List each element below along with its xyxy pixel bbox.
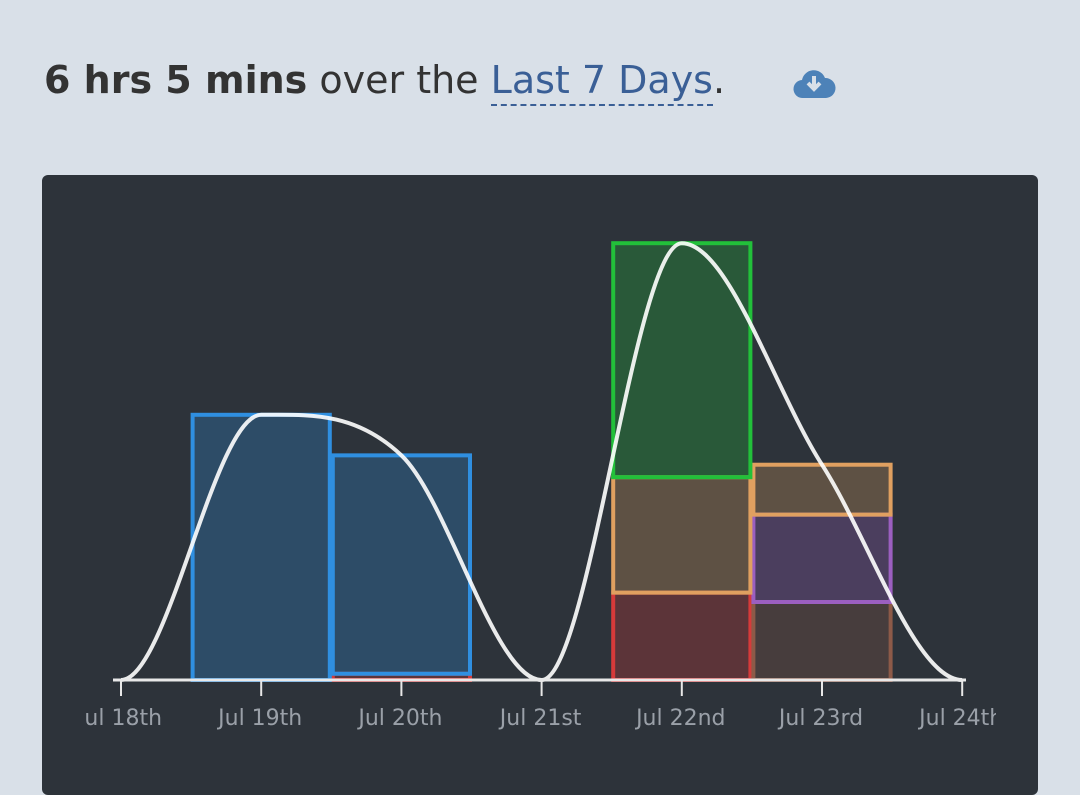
bar-segment xyxy=(611,475,753,595)
plot: Jul 18th Jul 19th Jul 20th Jul 21st Jul 22nd… xyxy=(76,241,1003,731)
period: . xyxy=(712,58,726,102)
x-tick-label: Jul 22nd xyxy=(634,706,725,731)
summary: 6 hrs 5 mins over the Last 7 Days. xyxy=(44,58,726,106)
chart: Jul 18th Jul 19th Jul 20th Jul 21st Jul 22nd… xyxy=(76,241,1003,731)
x-tick-label: Jul 21st xyxy=(498,706,582,731)
x-tick-label: Jul 23rd xyxy=(777,706,863,731)
bar-segment xyxy=(330,453,472,676)
chart-panel xyxy=(42,175,1038,795)
x-tick-label: Jul 24th xyxy=(917,706,1003,731)
x-tick-label: Jul 19th xyxy=(216,706,302,731)
x-tick-label: Jul 18th xyxy=(76,706,162,731)
bar-segment xyxy=(190,412,332,682)
bar-segment xyxy=(751,512,893,605)
bar-segment xyxy=(611,590,753,683)
page: 6 hrs 5 mins over the Last 7 Days. Jul 1… xyxy=(42,58,1038,795)
total-time: 6 hrs 5 mins xyxy=(44,58,308,102)
total-curve xyxy=(120,241,963,683)
download-icon[interactable] xyxy=(792,66,836,102)
summary-text: over the xyxy=(319,58,479,102)
x-tick-label: Jul 20th xyxy=(356,706,442,731)
bar-segment xyxy=(751,600,893,682)
range-link[interactable]: Last 7 Days xyxy=(490,58,713,106)
bar-segment xyxy=(751,462,893,517)
